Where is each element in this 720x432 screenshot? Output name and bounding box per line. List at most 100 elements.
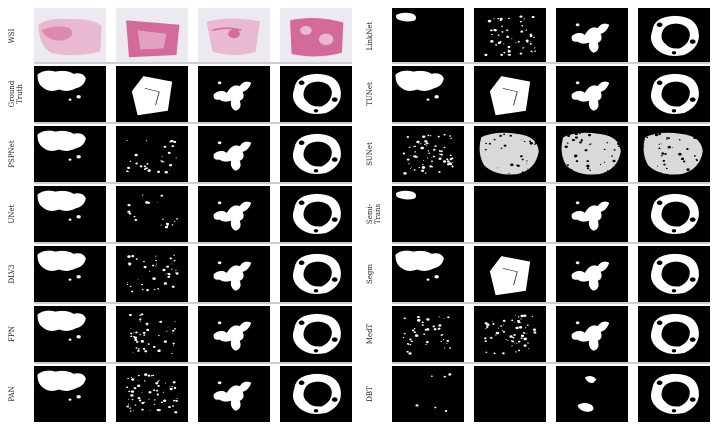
mask-image (126, 373, 178, 414)
segmentation-mask (392, 8, 464, 64)
wsi-thumbnail (34, 8, 106, 64)
segmentation-mask (280, 246, 352, 302)
mask-image (395, 70, 444, 101)
mask-image (126, 20, 180, 58)
segmentation-mask (198, 366, 270, 422)
mask-image (37, 70, 86, 101)
segmentation-mask (34, 66, 106, 122)
mask-image (127, 194, 178, 229)
row-label: DBT (366, 386, 374, 402)
mask-image (402, 133, 454, 175)
segmentation-mask (474, 186, 546, 242)
segmentation-mask (392, 126, 464, 182)
segmentation-mask (474, 366, 546, 422)
mask-image (213, 201, 252, 231)
mask-image (206, 18, 260, 56)
row-label: MedT (366, 323, 374, 345)
segmentation-mask (280, 306, 352, 362)
mask-image (37, 250, 86, 281)
mask-image (484, 314, 537, 355)
segmentation-mask (392, 366, 464, 422)
segmentation-mask (34, 126, 106, 182)
row-separator (34, 62, 352, 64)
mask-image (571, 201, 610, 231)
row-label: DLV3 (8, 264, 16, 284)
row-label: Ground Truth (8, 80, 24, 108)
segmentation-mask (198, 126, 270, 182)
row-separator (392, 362, 710, 364)
segmentation-mask (116, 306, 188, 362)
segmentation-mask (116, 246, 188, 302)
mask-image (489, 256, 531, 296)
row-label: LinkNet (366, 21, 374, 51)
mask-image (126, 139, 177, 174)
mask-image (290, 17, 344, 57)
mask-image (402, 316, 452, 355)
mask-image (292, 193, 341, 234)
segmentation-mask (116, 186, 188, 242)
row-label: Segm (366, 263, 374, 285)
mask-image (571, 81, 610, 111)
segmentation-mask (474, 66, 546, 122)
mask-image (131, 76, 173, 116)
segmentation-mask (280, 366, 352, 422)
row-label: WSI (8, 28, 16, 44)
row-separator (34, 122, 352, 124)
segmentation-mask (638, 246, 710, 302)
segmentation-mask (198, 246, 270, 302)
segmentation-mask (556, 66, 628, 122)
mask-image (650, 253, 699, 294)
segmentation-mask (556, 366, 628, 422)
row-separator (34, 242, 352, 244)
mask-image (292, 313, 341, 354)
mask-image (640, 132, 707, 180)
row-separator (392, 122, 710, 124)
row-label: Semi- Trans (366, 203, 382, 225)
wsi-thumbnail (116, 8, 188, 64)
segmentation-mask (198, 306, 270, 362)
mask-image (395, 250, 444, 281)
mask-image (559, 129, 625, 180)
row-label: PAN (8, 386, 16, 402)
row-separator (34, 302, 352, 304)
segmentation-mask (34, 306, 106, 362)
mask-image (650, 193, 699, 234)
mask-image (474, 366, 546, 422)
mask-image (650, 373, 699, 414)
row-separator (392, 242, 710, 244)
mask-image (213, 321, 252, 351)
mask-image (650, 15, 699, 56)
mask-image (37, 130, 86, 161)
segmentation-mask (474, 306, 546, 362)
segmentation-mask (556, 8, 628, 64)
segmentation-mask (198, 66, 270, 122)
mask-image (415, 373, 452, 413)
row-separator (34, 362, 352, 364)
segmentation-mask (638, 8, 710, 64)
segmentation-mask (392, 306, 464, 362)
mask-image (38, 18, 102, 56)
row-label: UNet (8, 204, 16, 224)
mask-image (476, 129, 544, 180)
segmentation-mask (556, 126, 628, 182)
segmentation-mask (474, 126, 546, 182)
segmentation-mask (116, 66, 188, 122)
mask-image (213, 381, 252, 411)
mask-image (213, 81, 252, 111)
mask-image (571, 261, 610, 291)
segmentation-mask (116, 126, 188, 182)
mask-image (213, 261, 252, 291)
segmentation-mask (116, 366, 188, 422)
segmentation-mask (34, 186, 106, 242)
segmentation-mask (280, 126, 352, 182)
mask-image (126, 254, 179, 293)
row-separator (392, 182, 710, 184)
segmentation-mask (556, 306, 628, 362)
mask-image (650, 73, 699, 114)
segmentation-mask (392, 186, 464, 242)
mask-image (650, 313, 699, 354)
mask-image (571, 321, 610, 351)
mask-image (396, 190, 416, 200)
segmentation-mask (638, 186, 710, 242)
